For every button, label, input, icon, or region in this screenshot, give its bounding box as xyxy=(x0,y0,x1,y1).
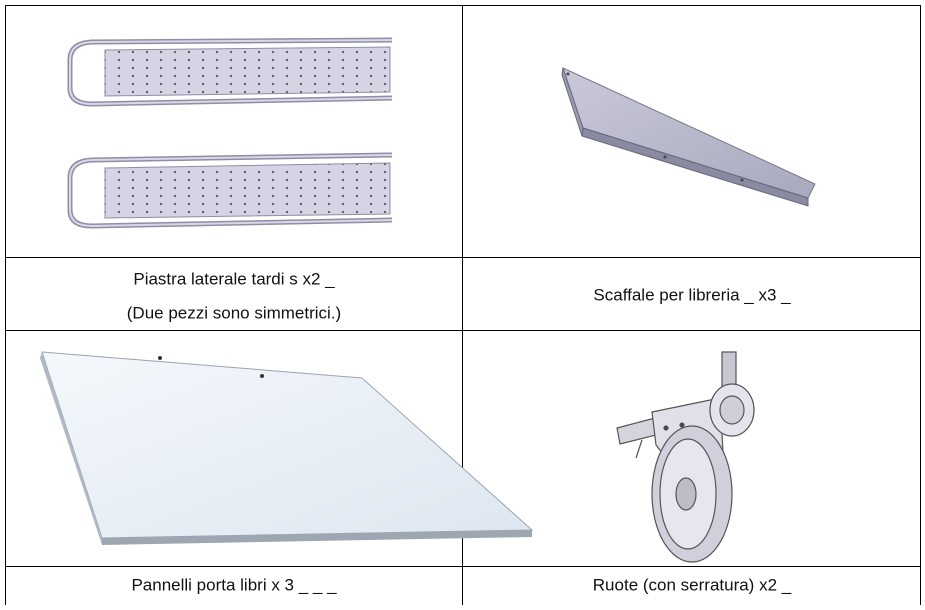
caption: (Due pezzi sono simmetrici.) xyxy=(127,303,341,322)
shelf-image xyxy=(561,67,816,207)
caption: Piastra laterale tardi s x2 _ xyxy=(133,269,335,288)
caption: Scaffale per libreria _ x3 _ xyxy=(593,285,791,304)
caption: Ruote (con serratura) x2 _ xyxy=(593,575,792,594)
table-grid xyxy=(5,5,921,605)
side-plate xyxy=(67,152,393,229)
caster-image xyxy=(616,351,755,563)
side-plate xyxy=(67,37,393,107)
caption: Pannelli porta libri x 3 _ _ _ xyxy=(131,575,337,594)
side-plate-image xyxy=(67,37,393,229)
panel-image xyxy=(40,351,534,545)
